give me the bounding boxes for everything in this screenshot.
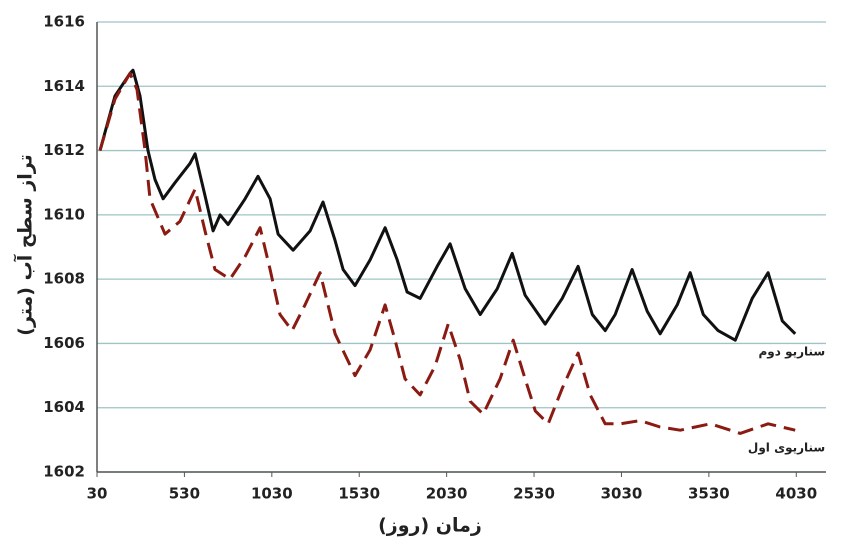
x-tick-label: 2030 [426,485,468,503]
x-tick-label: 2530 [513,485,555,503]
y-axis-label: تراز سطح آب (متر) [13,154,37,335]
series-line [98,68,797,342]
series-line [98,71,796,435]
x-tick-label: 4030 [775,485,817,503]
x-tick-label: 30 [87,485,108,503]
y-tick-label: 1610 [43,205,85,223]
y-tick-label: 1604 [43,398,85,416]
y-tick-label: 1602 [43,463,85,481]
y-tick-label: 1616 [43,13,85,31]
y-tick-label: 1612 [43,141,85,159]
series-label: سناریوی اول [748,441,825,456]
y-tick-label: 1608 [43,270,85,288]
y-tick-label: 1614 [43,77,85,95]
x-tick-label: 530 [169,485,200,503]
x-tick-label: 3530 [688,485,730,503]
x-axis-label: زمان (روز) [378,515,482,537]
x-tick-label: 1030 [251,485,293,503]
x-tick-label: 3030 [601,485,643,503]
x-tick-label: 1530 [338,485,380,503]
series-label: سناریو دوم [758,344,825,359]
y-tick-label: 1606 [43,334,85,352]
